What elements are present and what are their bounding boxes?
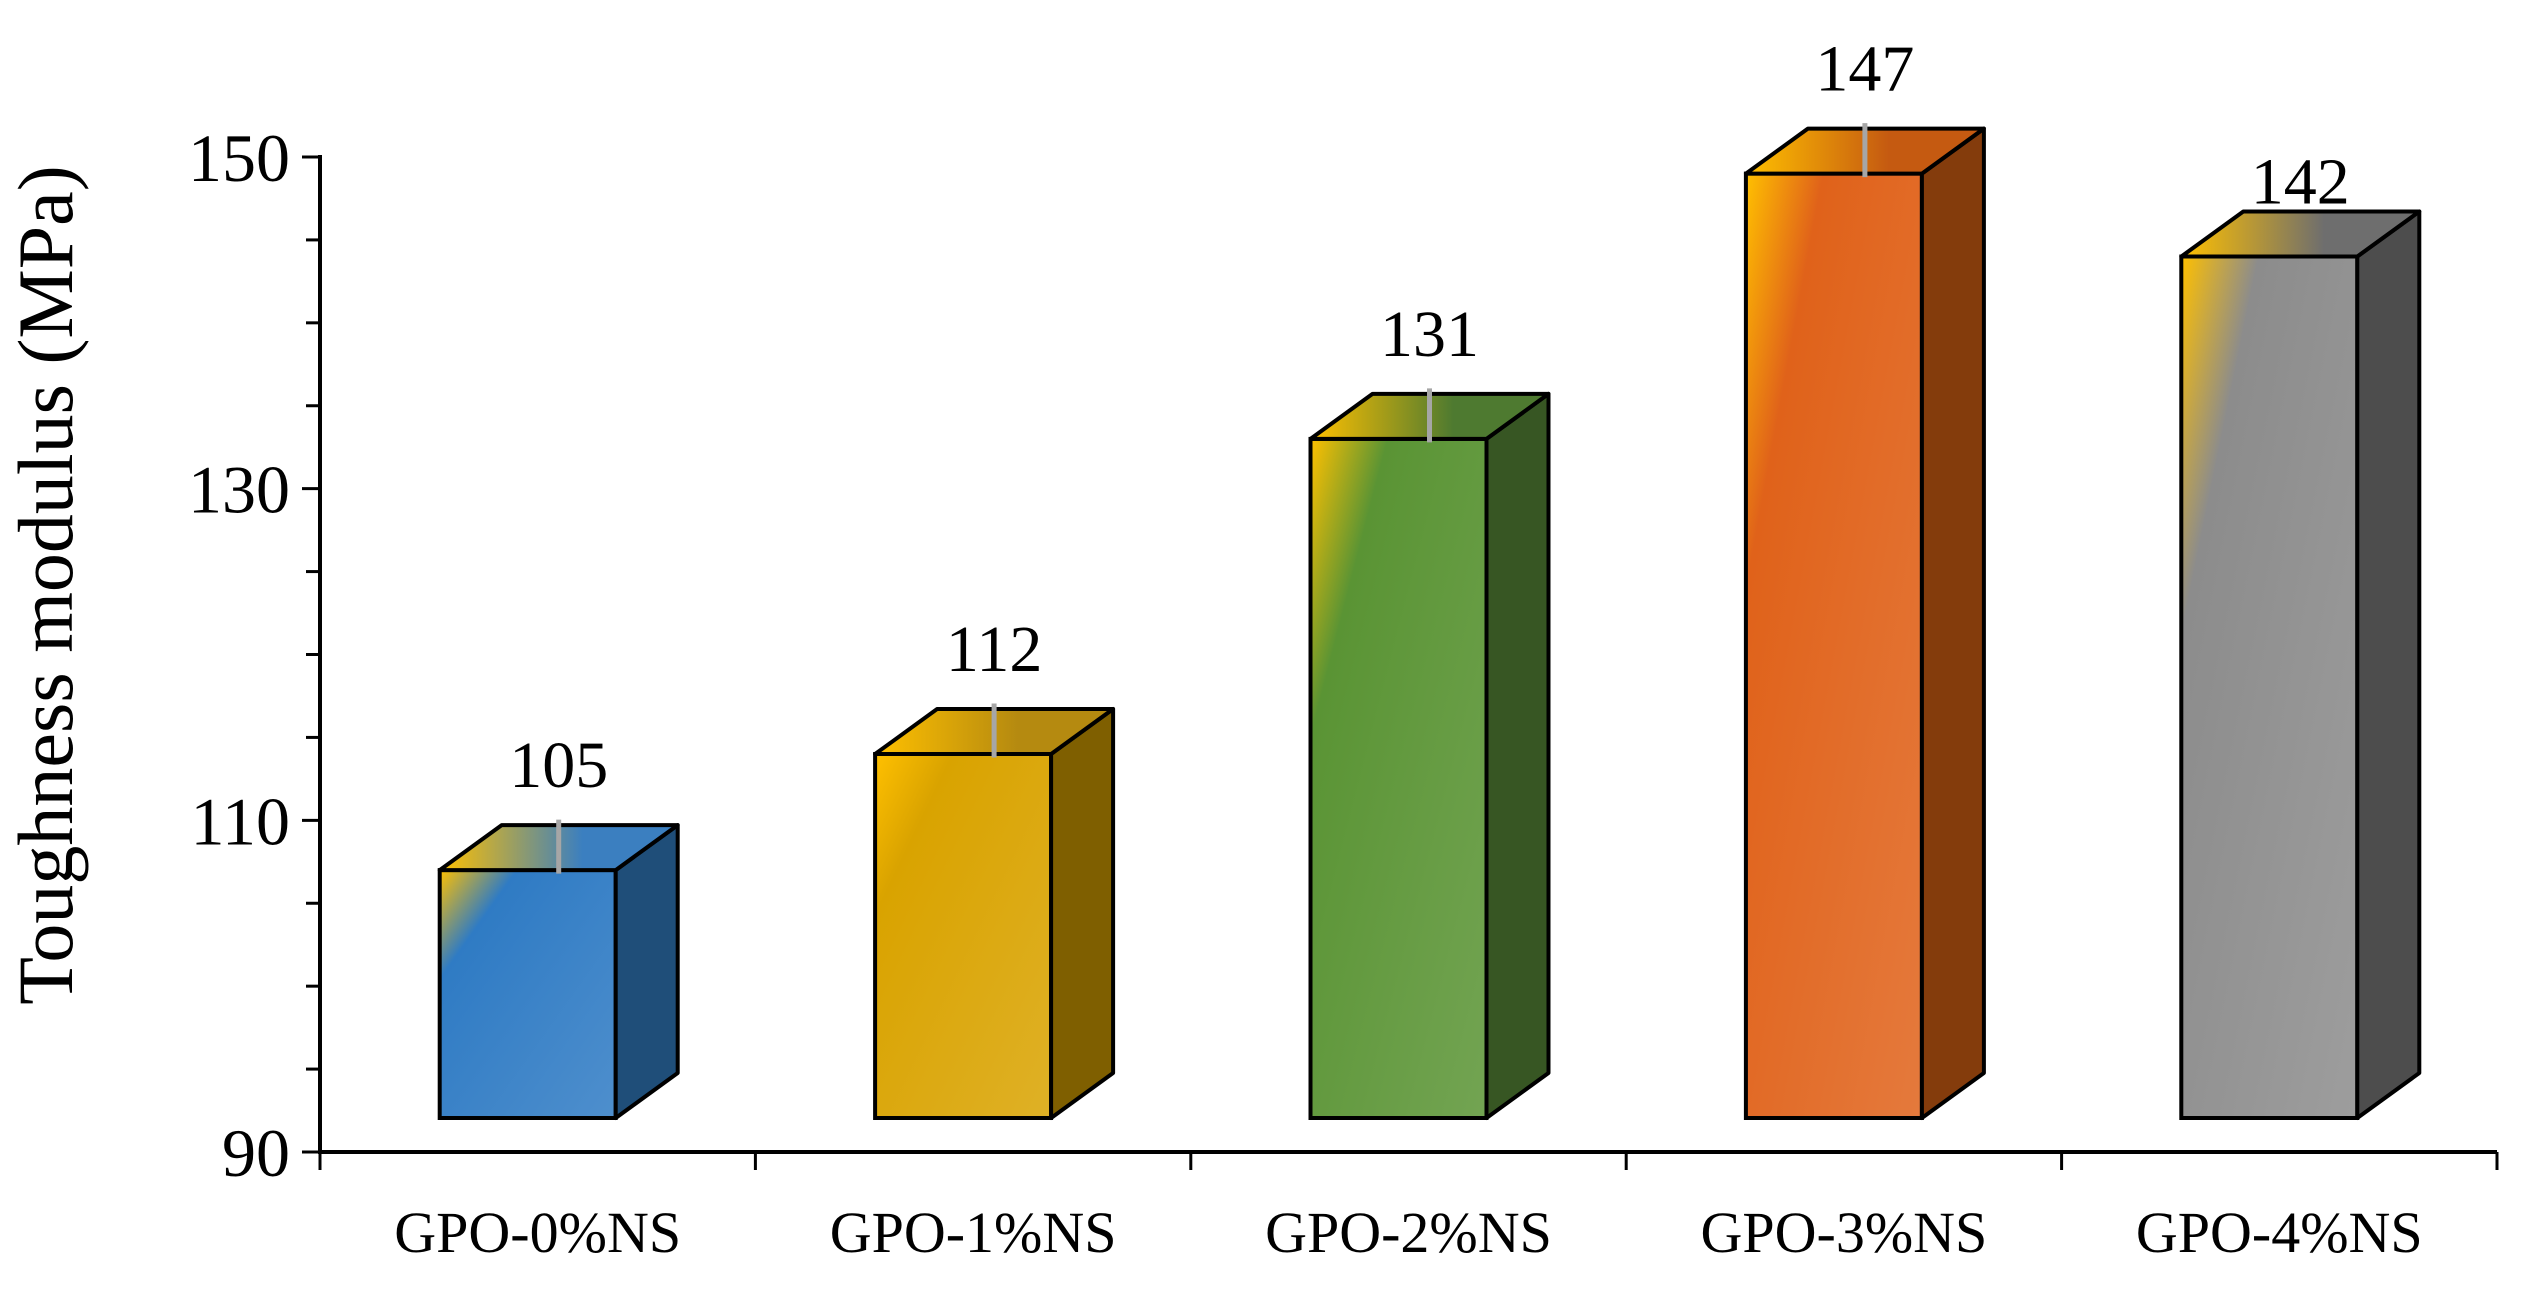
- bar-side: [1049, 707, 1116, 1120]
- bar-front: [1308, 436, 1489, 1120]
- data-label: 131: [1380, 298, 1479, 371]
- bar-front: [1743, 171, 1924, 1121]
- bars: [437, 123, 2422, 1121]
- y-tick-label: 90: [222, 1115, 290, 1191]
- bar-GPO-3%NS: [1743, 123, 1986, 1121]
- x-tick-label: GPO-2%NS: [1265, 1200, 1552, 1265]
- bar-side: [613, 823, 680, 1120]
- y-tick-label: 130: [188, 452, 290, 528]
- bar-GPO-4%NS: [2179, 209, 2422, 1120]
- x-tick-label: GPO-4%NS: [2136, 1200, 2423, 1265]
- bar-front: [2179, 254, 2360, 1120]
- x-tick-label: GPO-1%NS: [830, 1200, 1117, 1265]
- y-axis-label: Toughness modulus (MPa): [2, 165, 89, 1005]
- bar-side: [1484, 391, 1551, 1120]
- axes: 90 110 130 150: [188, 120, 2499, 1191]
- x-tick-label: GPO-0%NS: [394, 1200, 681, 1265]
- y-tick-label: 110: [191, 783, 290, 859]
- bar-side: [1919, 126, 1986, 1120]
- bar-GPO-2%NS: [1308, 388, 1551, 1120]
- data-label: 142: [2251, 146, 2350, 219]
- bar-top: [2179, 209, 2422, 259]
- data-label: 105: [509, 729, 608, 802]
- data-label: 147: [1815, 33, 1914, 106]
- bar-side: [2355, 209, 2422, 1120]
- bar-front: [437, 868, 618, 1120]
- labels: 105 GPO-0%NS 112 GPO-1%NS 131 GPO-2%NS 147 GPO-…: [394, 33, 2422, 1265]
- y-tick-label: 150: [188, 120, 290, 196]
- data-label: 112: [946, 613, 1043, 686]
- bar-GPO-0%NS: [437, 819, 680, 1120]
- bar-front: [873, 752, 1054, 1120]
- bar-GPO-1%NS: [873, 703, 1116, 1120]
- x-tick-label: GPO-3%NS: [1700, 1200, 1987, 1265]
